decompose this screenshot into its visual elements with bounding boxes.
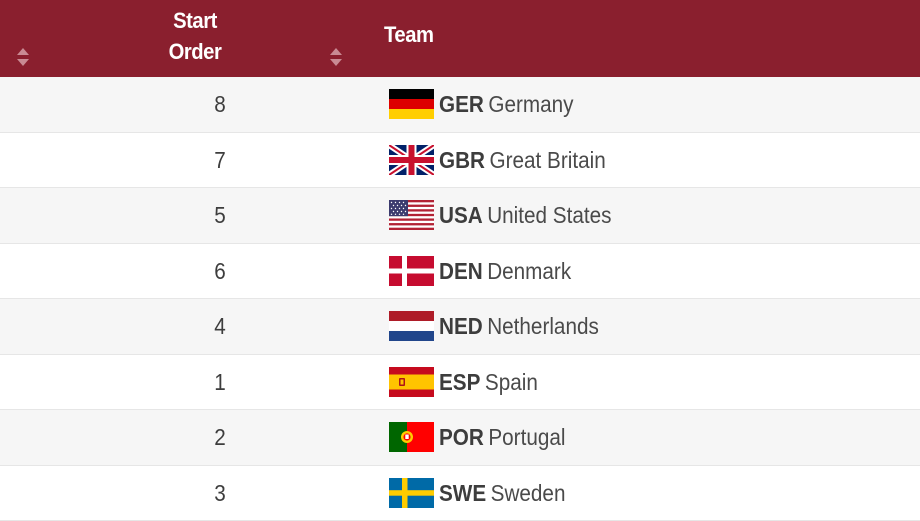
start-order-value: 2 bbox=[175, 410, 265, 465]
start-order-value: 3 bbox=[175, 466, 265, 521]
sweden-flag-icon bbox=[389, 478, 434, 508]
table-header: Start Order Team bbox=[0, 0, 920, 77]
country-code: SWE bbox=[439, 480, 486, 506]
start-order-value: 1 bbox=[175, 355, 265, 410]
column-header-start-order-line2: Order bbox=[154, 36, 237, 67]
netherlands-flag-icon bbox=[389, 311, 434, 341]
great-britain-flag-icon bbox=[389, 145, 434, 175]
column-header-start-order-line1: Start bbox=[154, 5, 237, 36]
sort-arrows-icon[interactable] bbox=[329, 46, 343, 68]
portugal-flag-icon bbox=[389, 422, 434, 452]
start-order-value: 7 bbox=[175, 133, 265, 188]
country-code: GER bbox=[439, 91, 484, 117]
country-name: Denmark bbox=[487, 258, 571, 284]
sort-arrows-icon[interactable] bbox=[16, 46, 30, 68]
country-name: Portugal bbox=[488, 424, 565, 450]
country-code: ESP bbox=[439, 369, 480, 395]
country-name: Germany bbox=[488, 91, 573, 117]
country-name: United States bbox=[487, 202, 611, 228]
country-name: Sweden bbox=[491, 480, 566, 506]
country-code: DEN bbox=[439, 258, 483, 284]
start-order-value: 8 bbox=[175, 77, 265, 132]
country-code: USA bbox=[439, 202, 483, 228]
start-order-value: 5 bbox=[175, 188, 265, 243]
column-header-start-order[interactable]: Start Order bbox=[154, 5, 237, 67]
denmark-flag-icon bbox=[389, 256, 434, 286]
country-name: Spain bbox=[485, 369, 538, 395]
germany-flag-icon bbox=[389, 89, 434, 119]
country-code: GBR bbox=[439, 147, 485, 173]
spain-flag-icon bbox=[389, 367, 434, 397]
country-code: NED bbox=[439, 313, 483, 339]
usa-flag-icon bbox=[389, 200, 434, 230]
country-name: Great Britain bbox=[490, 147, 606, 173]
start-order-value: 6 bbox=[175, 244, 265, 299]
country-name: Netherlands bbox=[487, 313, 599, 339]
start-order-value: 4 bbox=[175, 299, 265, 354]
country-code: POR bbox=[439, 424, 484, 450]
column-header-team[interactable]: Team bbox=[384, 20, 434, 50]
